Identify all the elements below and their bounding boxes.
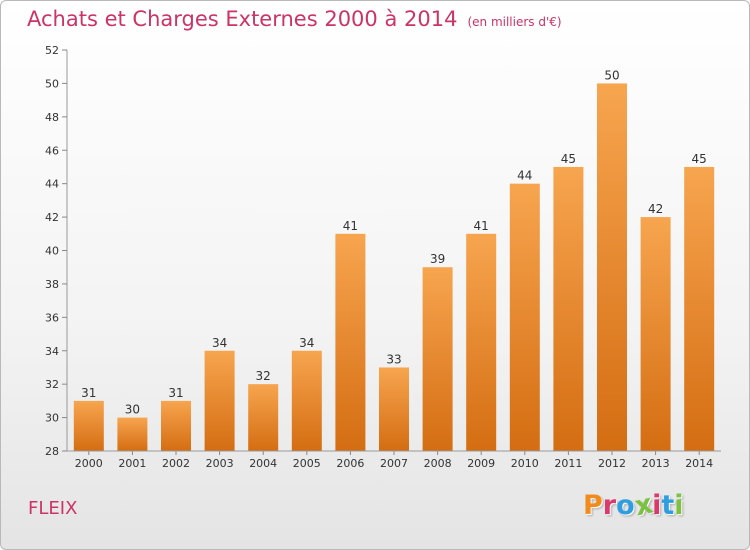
x-tick-label-2008: 2008: [424, 457, 452, 470]
data-label-2014: 45: [692, 152, 707, 166]
logo-letter: P: [583, 490, 603, 521]
bar-2009: [466, 233, 497, 451]
bar-2012: [597, 83, 627, 452]
logo-letter: r: [602, 490, 617, 521]
x-tick-label-2009: 2009: [467, 457, 495, 470]
x-tick-label-2001: 2001: [118, 457, 146, 470]
x-tick-label-2003: 2003: [206, 457, 234, 470]
bar-2005: [291, 350, 322, 451]
y-tick-label-32: 32: [45, 378, 59, 391]
bar-2011: [553, 166, 584, 452]
y-tick-label-34: 34: [45, 345, 59, 358]
chart-title-text: Achats et Charges Externes 2000 à 2014: [27, 7, 458, 31]
x-tick-label-2014: 2014: [685, 457, 713, 470]
commune-name: FLEIX: [28, 498, 78, 519]
y-tick-label-46: 46: [45, 144, 59, 157]
data-label-2010: 44: [517, 169, 532, 183]
y-tick-label-28: 28: [45, 445, 59, 458]
y-tick-label-52: 52: [45, 44, 59, 57]
bar-2006: [335, 233, 366, 451]
axes-group: 2000 2001 2002 2003 2004 2005 2006 2007 2008 2009…: [45, 44, 721, 470]
x-tick-label-2011: 2011: [554, 457, 582, 470]
data-label-2009: 41: [474, 219, 489, 233]
data-label-2011: 45: [561, 152, 576, 166]
x-tick-label-2005: 2005: [293, 457, 321, 470]
logo-letter: o: [616, 490, 635, 521]
bar-2003: [204, 350, 235, 451]
x-tick-label-2012: 2012: [598, 457, 626, 470]
data-label-2008: 39: [430, 252, 445, 266]
x-tick-label-2010: 2010: [511, 457, 539, 470]
data-label-2005: 34: [299, 336, 314, 350]
bar-2001: [117, 417, 148, 451]
data-label-2004: 32: [256, 369, 271, 383]
y-tick-label-50: 50: [45, 77, 59, 90]
proxiti-logo[interactable]: Proxiti: [583, 489, 684, 523]
data-label-2006: 41: [343, 219, 358, 233]
bar-2010: [509, 183, 540, 451]
y-tick-label-36: 36: [45, 311, 59, 324]
data-label-2012: 50: [604, 68, 619, 82]
y-tick-label-38: 38: [45, 278, 59, 291]
chart-subtitle: (en milliers d'€): [467, 15, 562, 29]
x-tick-label-2000: 2000: [75, 457, 103, 470]
bar-2013: [640, 217, 671, 451]
x-tick-label-2013: 2013: [642, 457, 670, 470]
bar-2004: [248, 384, 279, 451]
bar-2014: [684, 166, 715, 452]
bar-2007: [379, 367, 409, 451]
y-tick-label-48: 48: [45, 111, 59, 124]
x-tick-label-2006: 2006: [336, 457, 364, 470]
logo-letter: i: [674, 490, 684, 521]
bar-2000: [73, 400, 104, 451]
data-label-2000: 31: [81, 386, 96, 400]
y-tick-label-42: 42: [45, 211, 59, 224]
logo-letter: i: [652, 490, 662, 521]
data-label-2001: 30: [125, 403, 140, 417]
x-tick-label-2007: 2007: [380, 457, 408, 470]
y-tick-label-40: 40: [45, 245, 59, 258]
data-label-2003: 34: [212, 336, 227, 350]
data-label-2002: 31: [168, 386, 183, 400]
y-tick-label-44: 44: [45, 178, 59, 191]
bar-2002: [161, 400, 191, 451]
chart-title: Achats et Charges Externes 2000 à 2014 (e…: [27, 7, 562, 31]
data-label-2013: 42: [648, 202, 663, 216]
data-label-2007: 33: [386, 352, 401, 366]
bar-2008: [422, 267, 453, 451]
y-tick-label-30: 30: [45, 412, 59, 425]
logo-letter: t: [661, 490, 675, 521]
x-tick-label-2004: 2004: [249, 457, 277, 470]
bars-group: 31 30 31 34 32 34 41 33 39 41 44 45 50 42 45: [73, 68, 715, 452]
x-tick-label-2002: 2002: [162, 457, 190, 470]
